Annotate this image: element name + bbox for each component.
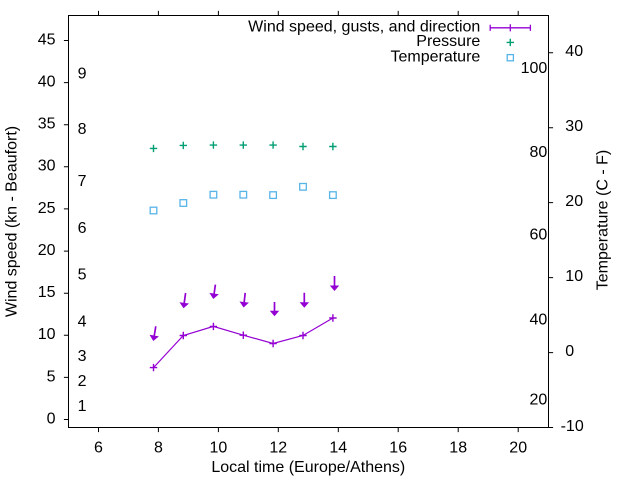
svg-text:3: 3 [78,348,87,365]
svg-text:4: 4 [78,314,87,331]
svg-text:10: 10 [210,439,228,456]
svg-text:-10: -10 [561,418,584,435]
svg-text:2: 2 [78,373,87,390]
svg-text:12: 12 [269,439,287,456]
svg-text:20: 20 [530,392,548,409]
svg-text:Wind speed (kn - Beaufort): Wind speed (kn - Beaufort) [4,126,21,317]
svg-text:25: 25 [38,200,56,217]
svg-text:6: 6 [94,439,103,456]
svg-text:30: 30 [565,118,583,135]
svg-text:16: 16 [389,439,407,456]
svg-text:8: 8 [154,439,163,456]
svg-text:40: 40 [565,43,583,60]
svg-text:30: 30 [38,158,56,175]
svg-text:10: 10 [38,326,56,343]
svg-text:0: 0 [565,343,574,360]
svg-text:5: 5 [78,267,87,284]
svg-text:14: 14 [329,439,347,456]
svg-text:20: 20 [565,193,583,210]
svg-text:9: 9 [78,65,87,82]
svg-text:80: 80 [530,144,548,161]
svg-text:35: 35 [38,116,56,133]
svg-text:18: 18 [449,439,467,456]
svg-text:Temperature: Temperature [390,49,480,66]
svg-text:Pressure: Pressure [416,33,480,50]
svg-text:0: 0 [47,410,56,427]
svg-text:100: 100 [521,60,548,77]
svg-text:1: 1 [78,398,87,415]
svg-text:45: 45 [38,31,56,48]
svg-text:40: 40 [38,74,56,91]
svg-text:8: 8 [78,121,87,138]
svg-text:60: 60 [530,227,548,244]
svg-text:Local time (Europe/Athens): Local time (Europe/Athens) [211,459,405,476]
svg-text:5: 5 [47,368,56,385]
svg-text:40: 40 [530,312,548,329]
svg-text:15: 15 [38,284,56,301]
svg-text:6: 6 [78,220,87,237]
svg-text:20: 20 [509,439,527,456]
svg-text:Wind speed, gusts, and directi: Wind speed, gusts, and direction [248,18,480,35]
svg-text:Temperature (C - F): Temperature (C - F) [595,150,612,290]
svg-text:20: 20 [38,242,56,259]
svg-text:10: 10 [565,268,583,285]
svg-text:7: 7 [78,173,87,190]
